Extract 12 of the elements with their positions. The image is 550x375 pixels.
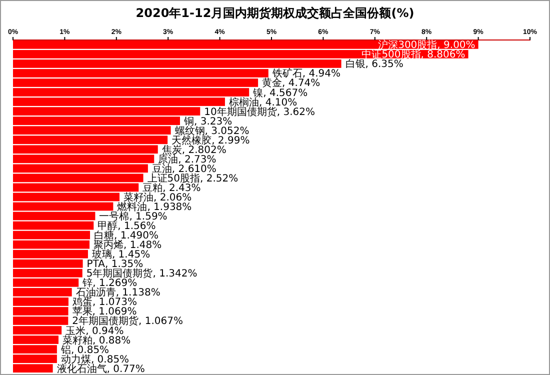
chart-title: 2020年1-12月国内期货期权成交额占全国份额(%) [136, 6, 414, 20]
data-label: 10年期国债期货, 3.62% [204, 106, 316, 118]
data-label: 玻璃, 1.45% [92, 248, 150, 261]
data-label: 黄金, 4.74% [262, 77, 320, 90]
data-label: 液化石油气, 0.77% [56, 362, 145, 375]
data-label: 铜, 3.23% [182, 116, 232, 128]
data-label: 镍, 4.567% [252, 86, 308, 99]
data-label: 白银, 6.35% [345, 58, 404, 70]
data-label: 天然橡胶, 2.99% [172, 134, 250, 146]
data-label: 铝, 0.85% [60, 344, 110, 356]
data-label: 沪深300股指, 9.00% [378, 39, 476, 52]
data-label: 上证50股指, 2.52% [147, 172, 238, 184]
